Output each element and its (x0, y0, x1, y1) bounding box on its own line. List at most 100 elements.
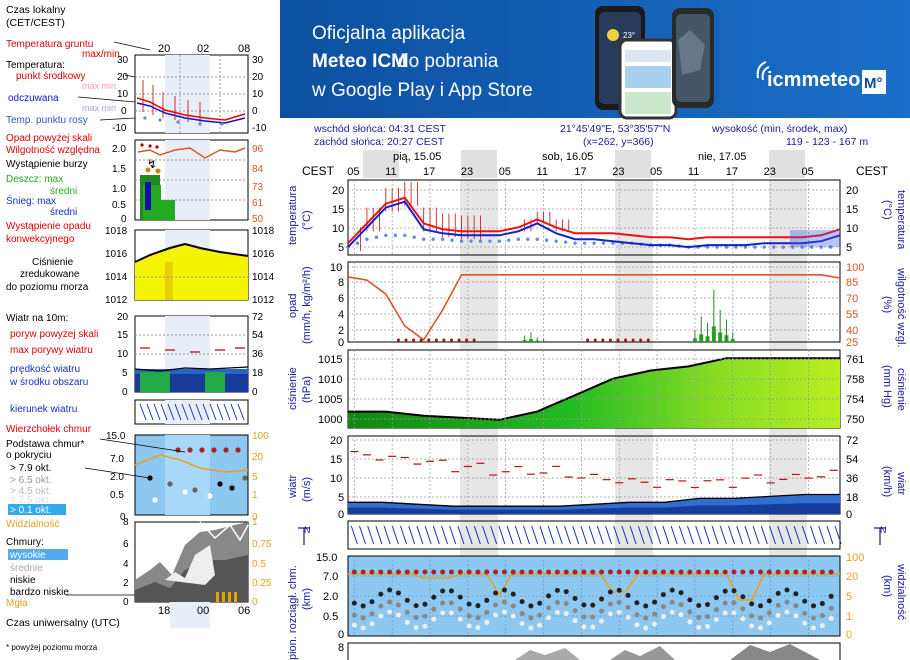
cloud-base-dot (722, 588, 728, 594)
dew-point-dot (762, 245, 767, 249)
rr-50: 50 (252, 214, 264, 225)
cloud-base-dot (581, 602, 587, 608)
dew-point-dot (781, 245, 785, 249)
cloud-base-dot (440, 600, 446, 606)
cloud-base-dot (519, 611, 525, 617)
dew-point-dot (384, 233, 388, 237)
local-tick-0: 20 (158, 43, 170, 55)
rr-84: 84 (252, 164, 264, 175)
cl-15: 15.0 (106, 431, 126, 442)
wr-18: 18 (252, 368, 264, 379)
rain-probability-dot (624, 338, 628, 342)
dew-point-dot (526, 237, 530, 241)
legend-rain-max: Deszcz: max (6, 174, 63, 185)
legend-ground-temp: Temperatura gruntu (6, 39, 93, 50)
cloud-base-dot (387, 587, 393, 593)
pr-1012: 1012 (252, 295, 275, 306)
cloud-base-dot (616, 599, 622, 605)
wl-5: 5 (122, 368, 128, 379)
phone-temp: 23° (623, 31, 635, 40)
wind-arrow (629, 525, 637, 545)
cloud-top-dot (634, 569, 640, 575)
wind-arrow (703, 525, 711, 545)
legend-storm: Wystąpienie burzy (6, 159, 88, 170)
wind-arrow (572, 525, 580, 545)
wind-kmh-72: 72 (846, 435, 858, 447)
cloud-top-dot (669, 569, 675, 575)
cloud-tick-05: 0.5 (323, 611, 338, 623)
wr-72: 72 (252, 312, 264, 323)
cest-right: CEST (856, 164, 889, 178)
cloud-base-dot (634, 600, 640, 606)
legend-pressure2: zredukowane (20, 269, 80, 280)
legend-okt79: > 7.9 okt. (10, 463, 51, 474)
cl-7: 7.0 (110, 454, 124, 465)
legend-rain-above: Opad powyżej skali (6, 133, 92, 144)
wind-arrow (613, 525, 621, 545)
wind-arrow (375, 525, 383, 545)
dew-point-dot (611, 241, 615, 245)
ad-banner[interactable]: Oficjalna aplikacja Meteo ICM do pobrani… (280, 0, 910, 120)
cloud-top-dot (687, 569, 693, 575)
wl-10: 10 (117, 349, 129, 360)
cloud-top-dot (554, 569, 560, 575)
wind-arrow (637, 525, 645, 545)
legend-local-time: Czas lokalny (6, 4, 66, 16)
legend-pressure: Ciśnienie (32, 257, 74, 268)
wind-arrow (711, 525, 719, 545)
cloud-top-dot (501, 569, 507, 575)
cl-0: 0 (120, 512, 126, 523)
cloud-base-dot (351, 622, 357, 628)
ad-line2-bold: Meteo ICM (312, 51, 407, 72)
rain-panel: 10 8 6 4 2 0 100 85 70 55 40 25 opad (mm… (287, 261, 907, 349)
temp-axis-right-unit: (°C) (881, 200, 893, 220)
wind-arrow (719, 525, 727, 545)
cloud-base-dot (475, 615, 481, 621)
temp-tick-r15: 15 (846, 204, 858, 216)
logo-badge: M° (864, 75, 883, 92)
temp-tick-r5: 5 (846, 242, 852, 254)
rain-probability-dot (427, 338, 431, 342)
cloud-base-dot (369, 611, 375, 617)
cloud-base-dot (705, 613, 711, 619)
press-tick-1005: 1005 (318, 394, 342, 406)
cloud-base-dot (546, 605, 552, 611)
temp-tick-l15: 15 (332, 204, 344, 216)
cloud-base-dot (687, 609, 693, 615)
cloud-base-dot (501, 609, 507, 615)
wind-arrow (531, 525, 539, 545)
cloud-top-dot (510, 569, 516, 575)
dew-point-dot (393, 233, 398, 237)
cloud-base-dot (828, 593, 834, 599)
legend-ground-maxmin: max/min (82, 49, 120, 60)
cloud-base-dot (749, 623, 755, 629)
dew-point-dot (819, 245, 823, 249)
cloud-base-dot (537, 600, 543, 606)
ad-line2-rest: do pobrania (398, 51, 499, 72)
wind-arrow (391, 525, 399, 545)
cloud-base-dot (607, 611, 613, 617)
cloud-top-dot (740, 569, 746, 575)
cloud-base-dot (510, 591, 516, 597)
cloud-axis-right: widzialność (895, 563, 907, 621)
coords-text: 21°45'49"E, 53°35'57"N (560, 123, 670, 135)
rain-probability-dot (593, 338, 597, 342)
pl-1012: 1012 (105, 295, 128, 306)
wind-arrow (646, 525, 653, 545)
cloud-top-dot (811, 569, 817, 575)
rain-probability-dot (457, 338, 461, 342)
wind-arrow (367, 525, 375, 545)
dew-point-dot (421, 237, 426, 241)
cloud-base-dot (802, 598, 808, 604)
legend-clouds: Chmury: (6, 537, 44, 548)
wind-tick-20: 20 (330, 435, 342, 447)
cloud-base-dot (501, 599, 507, 605)
press-axis-right-unit: (mm Hg) (881, 365, 893, 408)
wr-0: 0 (252, 387, 258, 398)
cloud-top-dot (519, 569, 525, 575)
cloud-base-dot (546, 615, 552, 621)
cloud-base-dot (599, 596, 605, 602)
cloud-base-dot (369, 621, 375, 627)
cr-5: 5 (252, 472, 258, 483)
wind-arrow (760, 525, 768, 545)
